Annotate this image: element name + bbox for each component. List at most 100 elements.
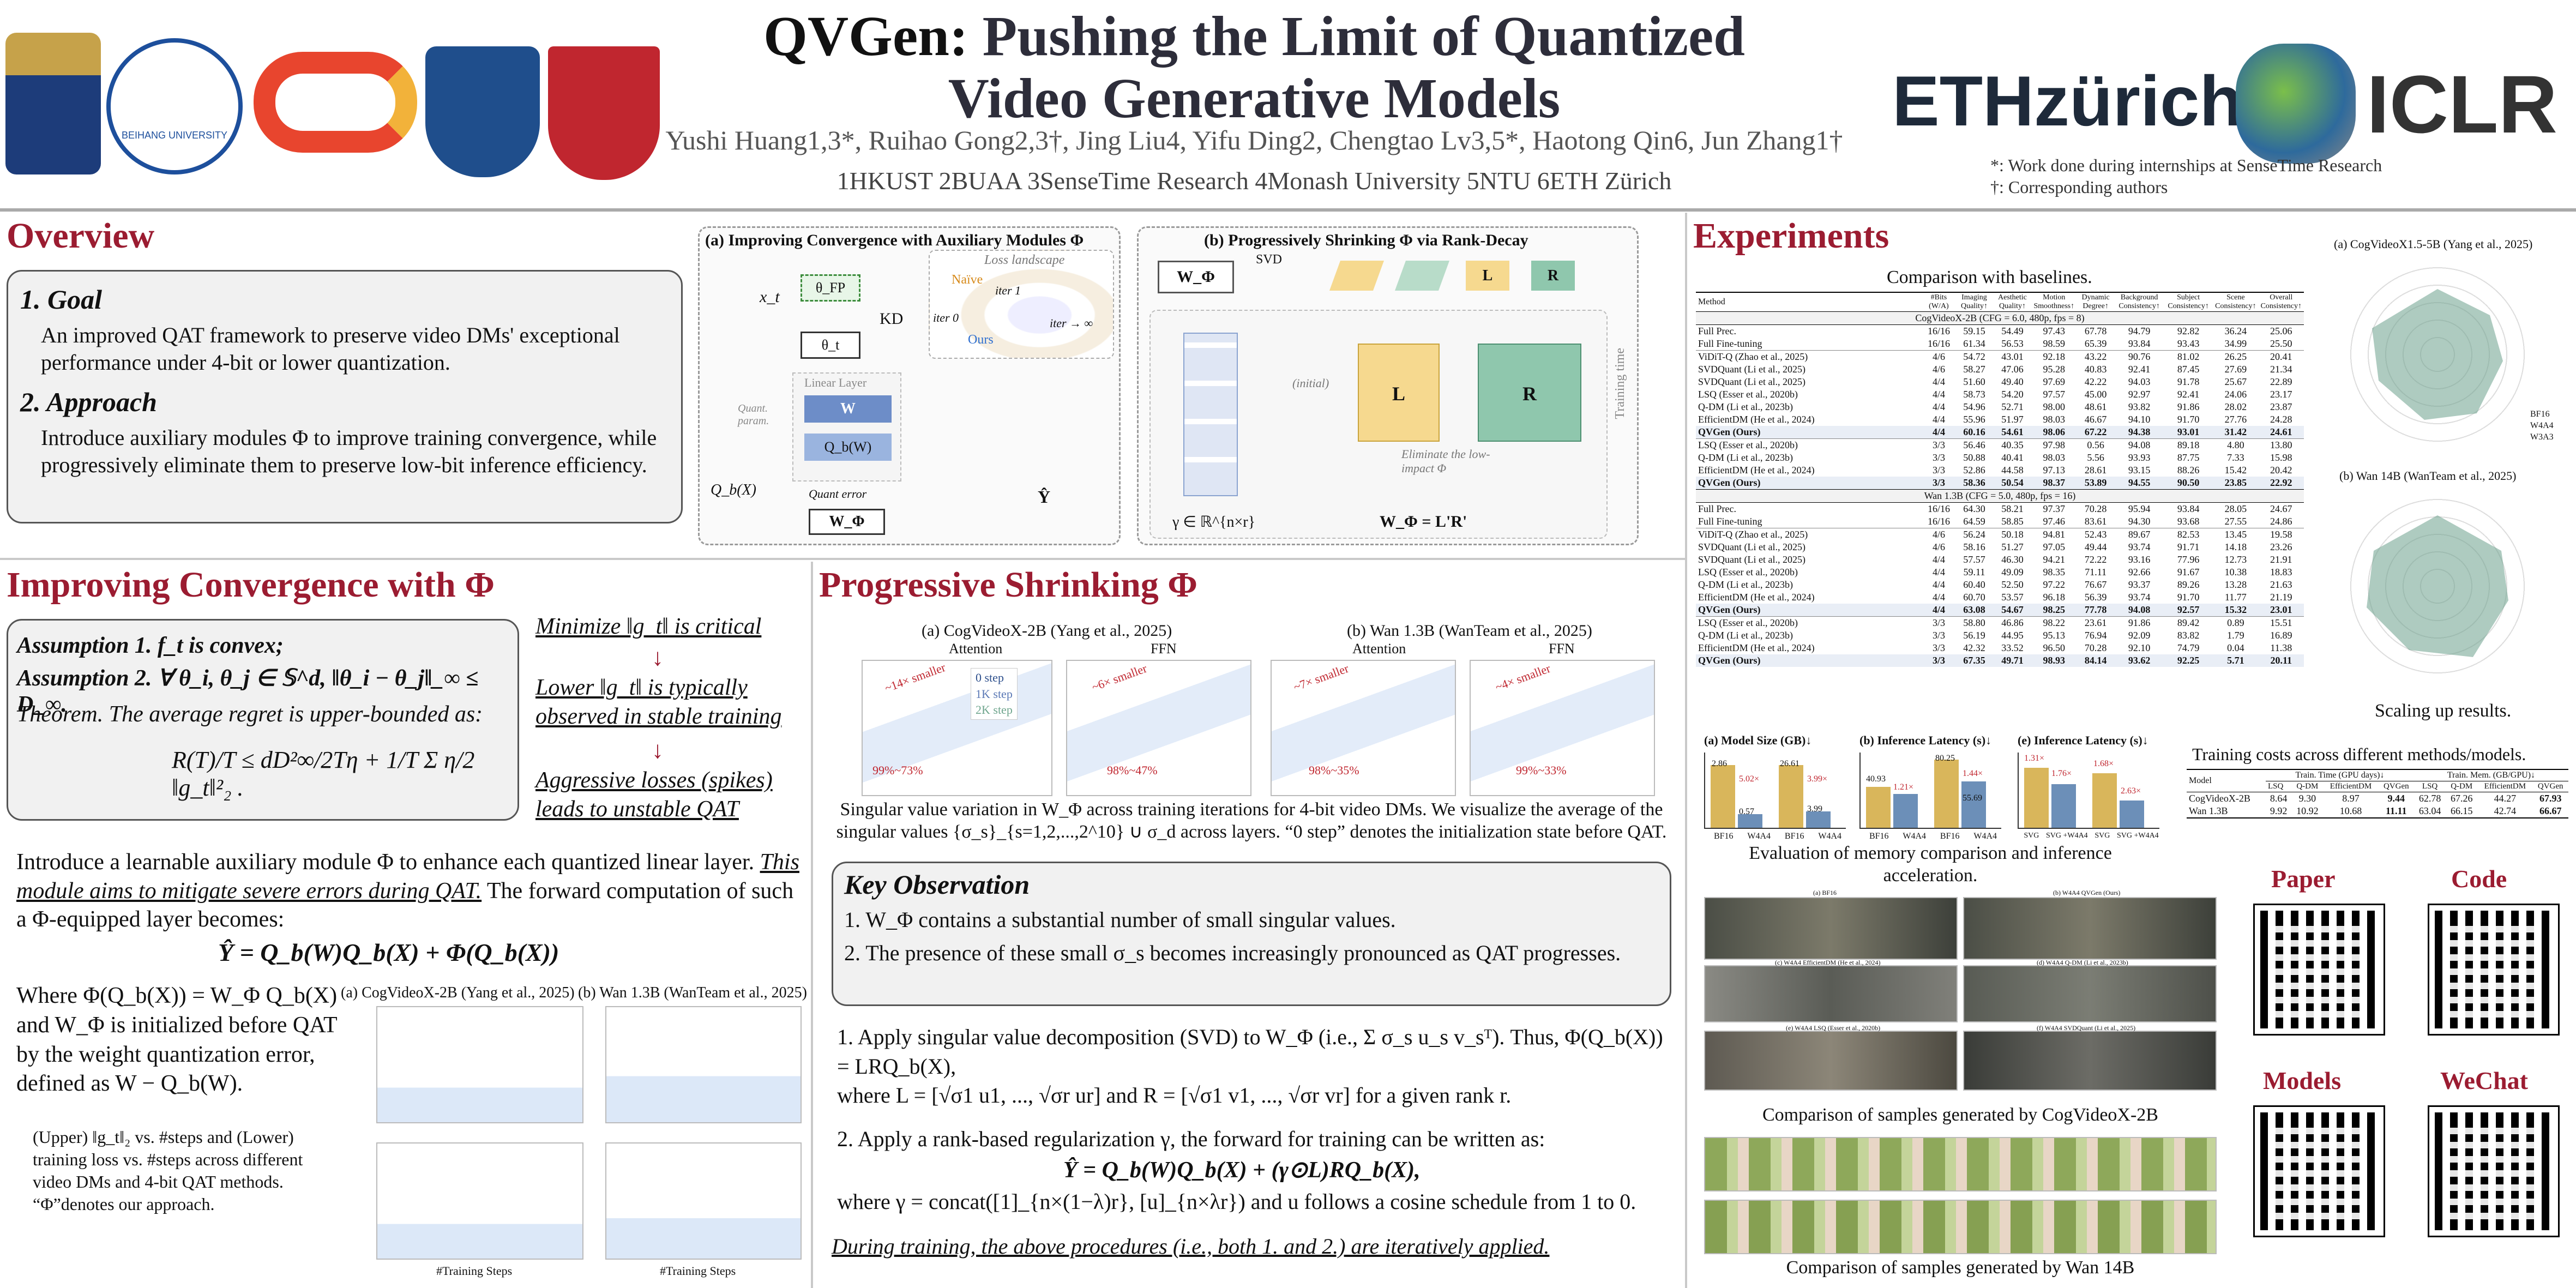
table-cell: 3/3 bbox=[1932, 642, 1945, 653]
fig-a-theta-fp: θ_FP bbox=[801, 274, 860, 302]
y-hat-label: Ŷ bbox=[1038, 487, 1051, 507]
fig-b-gamma-label: γ ∈ ℝ^{n×r} bbox=[1172, 514, 1256, 531]
train-cell: 8.97 bbox=[2342, 793, 2360, 804]
sample-qdm bbox=[1963, 965, 2217, 1022]
convergence-intro: Introduce a learnable auxiliary module Φ… bbox=[16, 848, 802, 934]
mem-x: SVG bbox=[2024, 832, 2039, 840]
lat-bar bbox=[1866, 787, 1891, 828]
table-cell: 94.55 bbox=[2128, 477, 2151, 488]
table-cell: 98.00 bbox=[2043, 401, 2066, 412]
table-row: Q-DM (Li et al., 2023b) 3/3 50.88 40.41 98.0… bbox=[1696, 452, 2304, 464]
table-cell: QVGen (Ours) bbox=[1698, 426, 1761, 437]
grad-plot-b-title: (b) Wan 1.3B (WanTeam et al., 2025) bbox=[578, 984, 807, 1001]
sample-label: (d) W4A4 Q-DM (Li et al., 2023b) bbox=[2037, 959, 2128, 966]
col-head: Overall Consistency↑ bbox=[2260, 293, 2302, 310]
table-cell: 28.05 bbox=[2224, 503, 2247, 514]
table-cell: 16.89 bbox=[2270, 630, 2292, 641]
sensetime-logo bbox=[254, 52, 417, 153]
table-cell: LSQ (Esser et al., 2020b) bbox=[1698, 440, 1798, 450]
lat2-bar bbox=[2092, 773, 2117, 828]
radar-a-chart bbox=[2339, 256, 2536, 453]
table-cell: 13.28 bbox=[2224, 579, 2247, 590]
table-cell: 94.10 bbox=[2128, 414, 2151, 425]
table-cell: Full Fine-tuning bbox=[1698, 338, 1762, 349]
table-cell: 93.74 bbox=[2128, 592, 2151, 603]
table-group-label: Wan 1.3B (CFG = 5.0, 480p, fps = 16) bbox=[1696, 489, 2304, 503]
table-cell: 46.67 bbox=[2084, 414, 2107, 425]
table-cell: 33.52 bbox=[2001, 642, 2024, 653]
fig-a-title: (a) Improving Convergence with Auxiliary… bbox=[705, 231, 1084, 249]
forward-formula: Ŷ = Q_b(W)Q_b(X) + Φ(Q_b(X)) bbox=[218, 938, 559, 966]
table-cell: 52.50 bbox=[2001, 579, 2024, 590]
qr-wechat[interactable] bbox=[2428, 1105, 2560, 1237]
hkust-logo bbox=[5, 33, 101, 174]
train-cell: 9.30 bbox=[2298, 793, 2316, 804]
table-cell: 98.25 bbox=[2043, 604, 2066, 615]
table-cell: 89.18 bbox=[2177, 440, 2200, 450]
table-cell: 49.44 bbox=[2084, 541, 2107, 552]
table-cell: 56.46 bbox=[1963, 440, 1985, 450]
table-cell: 95.28 bbox=[2043, 364, 2066, 375]
table-row: LSQ (Esser et al., 2020b) 4/4 58.73 54.20 97… bbox=[1696, 388, 2304, 401]
fig-b-v-bar bbox=[1394, 261, 1450, 291]
lat-val: 80.25 bbox=[1935, 754, 1955, 763]
lat2-bar bbox=[2024, 768, 2049, 828]
table-cell: 16/16 bbox=[1927, 326, 1950, 336]
poster-title: QVGen: Pushing the Limit of Quantized Vi… bbox=[709, 5, 1799, 130]
qr-code[interactable] bbox=[2428, 904, 2560, 1036]
table-cell: 64.30 bbox=[1963, 503, 1985, 514]
iclr-logo: ICLR bbox=[2367, 58, 2557, 150]
lat2-ann: 1.68× bbox=[2093, 759, 2114, 768]
sample-svdquant bbox=[1963, 1031, 2217, 1091]
train-cell: 9.92 bbox=[2270, 805, 2288, 816]
linear-layer-label: Linear Layer bbox=[804, 376, 867, 389]
table-cell: 82.53 bbox=[2177, 529, 2200, 540]
table-cell: 93.74 bbox=[2128, 541, 2151, 552]
qr-models[interactable] bbox=[2253, 1105, 2385, 1237]
table-cell: SVDQuant (Li et al., 2025) bbox=[1698, 364, 1805, 375]
table-cell: 92.66 bbox=[2128, 567, 2151, 577]
table-cell: 43.01 bbox=[2001, 351, 2024, 362]
sv-plot-b-title: (b) Wan 1.3B (WanTeam et al., 2025) bbox=[1347, 622, 1592, 640]
col-head: Dynamic Degree↑ bbox=[2081, 293, 2110, 310]
table-row: Full Prec. 16/16 59.15 54.49 97.43 67.78 94.79… bbox=[1696, 325, 2304, 338]
mem-chart-a: 2.86 0.57 26.61 3.99 5.02× 3.99× bbox=[1704, 753, 1846, 829]
train-cell: 11.11 bbox=[2386, 805, 2407, 816]
table-cell: 16/16 bbox=[1927, 503, 1950, 514]
assumption-2: Assumption 2. ∀ θ_i, θ_j ∈ 𝕊^d, ‖θ_i − θ… bbox=[17, 666, 479, 717]
table-cell: 3/3 bbox=[1932, 452, 1945, 463]
qr-paper[interactable] bbox=[2253, 904, 2385, 1036]
table-cell: 11.38 bbox=[2270, 642, 2292, 653]
qbw-box: Q_b(W) bbox=[804, 434, 892, 461]
table-cell: 50.88 bbox=[1963, 452, 1985, 463]
train-col: EfficientDM bbox=[2484, 782, 2526, 791]
sv-caption: Singular value variation in W_Φ across t… bbox=[836, 799, 1667, 842]
grad-plot-a-lower bbox=[376, 1142, 583, 1260]
lat-bar bbox=[1961, 781, 1986, 828]
fig-b-r-block: R bbox=[1478, 344, 1581, 442]
table-cell: 70.28 bbox=[2084, 642, 2107, 653]
table-cell: 15.42 bbox=[2224, 465, 2247, 476]
table-cell: 52.43 bbox=[2084, 529, 2107, 540]
table-cell: Q-DM (Li et al., 2023b) bbox=[1698, 630, 1793, 641]
naive-label: Naïve bbox=[952, 273, 983, 287]
sample-efficientdm bbox=[1704, 965, 1958, 1022]
table-cell: 56.53 bbox=[2001, 338, 2024, 349]
cog-samples: (a) BF16 (b) W4A4 QVGen (Ours) (c) W4A4 … bbox=[1704, 889, 2217, 1096]
table-cell: 92.41 bbox=[2177, 389, 2200, 400]
table-cell: 46.86 bbox=[2001, 617, 2024, 628]
side-note-3: Aggressive losses (spikes) leads to unst… bbox=[535, 768, 773, 822]
fig-b-u-bar bbox=[1329, 261, 1385, 291]
table-cell: 92.57 bbox=[2177, 604, 2200, 615]
convergence-title: Improving Convergence with Φ bbox=[7, 565, 495, 605]
mem-x: W4A4 bbox=[1973, 832, 1997, 841]
table-cell: 50.54 bbox=[2001, 477, 2024, 488]
table-cell: 98.22 bbox=[2043, 617, 2066, 628]
table-cell: 4/4 bbox=[1932, 567, 1945, 577]
table-cell: 59.11 bbox=[1963, 567, 1985, 577]
overview-divider bbox=[0, 558, 1685, 560]
table-cell: 88.26 bbox=[2177, 465, 2200, 476]
train-cell: 8.64 bbox=[2270, 793, 2288, 804]
theorem: Theorem. The average regret is upper-bou… bbox=[17, 702, 483, 727]
table-cell: 59.15 bbox=[1963, 326, 1985, 336]
